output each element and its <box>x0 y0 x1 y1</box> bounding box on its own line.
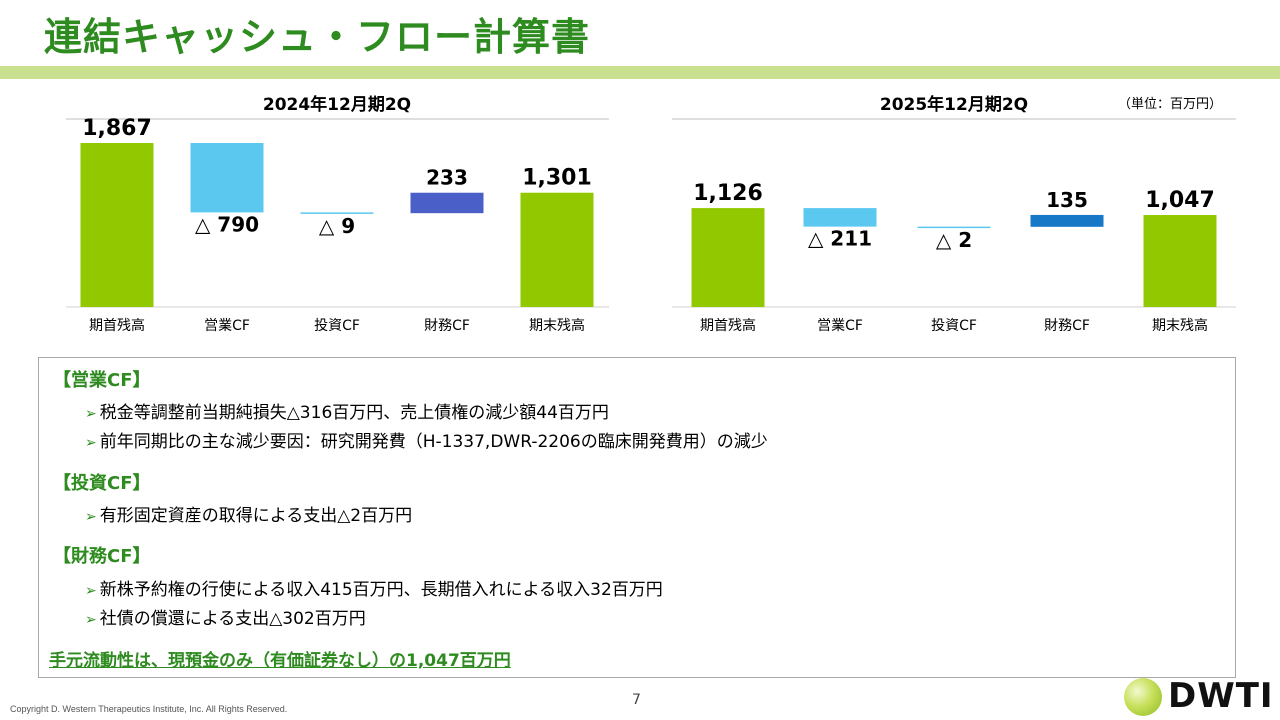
data-label: △ 790 <box>195 212 259 236</box>
data-label: △ 2 <box>936 228 972 252</box>
arrow-bullet-icon: ➢ <box>85 435 97 451</box>
data-label: 135 <box>1046 188 1088 212</box>
arrow-bullet-icon: ➢ <box>85 509 97 525</box>
logo-text: DWTI <box>1168 676 1274 716</box>
cashflow-waterfall-charts: 2024年12月期2Q 1,867 期首残高 △ 790 営業CF △ 9 投資CF 233 財… <box>66 94 1236 334</box>
waterfall-bar <box>80 143 154 307</box>
data-label: △ 211 <box>808 227 872 251</box>
chart-title: 2024年12月期2Q <box>263 94 411 115</box>
data-label: 1,047 <box>1145 188 1215 213</box>
category-label: 期首残高 <box>89 317 145 334</box>
category-label: 財務CF <box>424 318 470 334</box>
category-label: 期末残高 <box>529 317 585 334</box>
arrow-bullet-icon: ➢ <box>85 406 97 422</box>
title-underline-bar <box>0 66 1280 79</box>
category-label: 期首残高 <box>700 317 756 334</box>
data-label: 1,867 <box>82 116 152 141</box>
waterfall-bar <box>1030 214 1104 227</box>
data-label: △ 9 <box>319 214 355 238</box>
waterfall-bar <box>803 208 877 227</box>
notes-panel: 【営業CF】 ➢ 税金等調整前当期純損失△316百万円、売上債権の減少額44百万円… <box>38 357 1236 678</box>
arrow-bullet-icon: ➢ <box>85 583 97 599</box>
data-label: 233 <box>426 166 468 190</box>
waterfall-bar <box>520 192 594 307</box>
arrow-bullet-icon: ➢ <box>85 612 97 628</box>
liquidity-summary: 手元流動性は、現預金のみ（有価証券なし）の1,047百万円 <box>49 651 511 671</box>
category-label: 投資CF <box>931 318 977 334</box>
waterfall-bar <box>300 212 374 214</box>
investing-cf-bullet: ➢ 有形固定資産の取得による支出△2百万円 <box>85 506 413 526</box>
category-label: 期末残高 <box>1152 317 1208 334</box>
waterfall-bar <box>410 192 484 214</box>
company-logo: DWTI <box>1124 676 1274 716</box>
data-label: 1,126 <box>693 181 763 206</box>
financing-cf-heading: 【財務CF】 <box>53 546 151 567</box>
category-label: 営業CF <box>204 318 250 334</box>
waterfall-bar <box>1143 215 1217 307</box>
page-title: 連結キャッシュ・フロー計算書 <box>44 15 591 59</box>
category-label: 営業CF <box>817 318 863 334</box>
category-label: 財務CF <box>1044 318 1090 334</box>
page-number: 7 <box>632 692 641 708</box>
financing-cf-bullet: ➢ 社債の償還による支出△302百万円 <box>85 609 366 629</box>
copyright-text: Copyright D. Western Therapeutics Instit… <box>10 704 288 714</box>
category-label: 投資CF <box>314 318 360 334</box>
data-label: 1,301 <box>522 166 592 191</box>
operating-cf-heading: 【営業CF】 <box>53 370 151 391</box>
operating-cf-bullet: ➢ 税金等調整前当期純損失△316百万円、売上債権の減少額44百万円 <box>85 403 609 423</box>
chart-title: 2025年12月期2Q <box>880 94 1028 115</box>
financing-cf-bullet: ➢ 新株予約権の行使による収入415百万円、長期借入れによる収入32百万円 <box>85 580 663 600</box>
waterfall-bar <box>190 143 264 213</box>
logo-sphere-icon <box>1124 678 1162 716</box>
waterfall-bar <box>691 208 765 307</box>
investing-cf-heading: 【投資CF】 <box>53 473 151 494</box>
unit-note: （単位：百万円） <box>1118 97 1223 112</box>
waterfall-bar <box>917 226 991 229</box>
operating-cf-bullet: ➢ 前年同期比の主な減少要因：研究開発費（H-1337,DWR-2206の臨床開発… <box>85 432 768 452</box>
